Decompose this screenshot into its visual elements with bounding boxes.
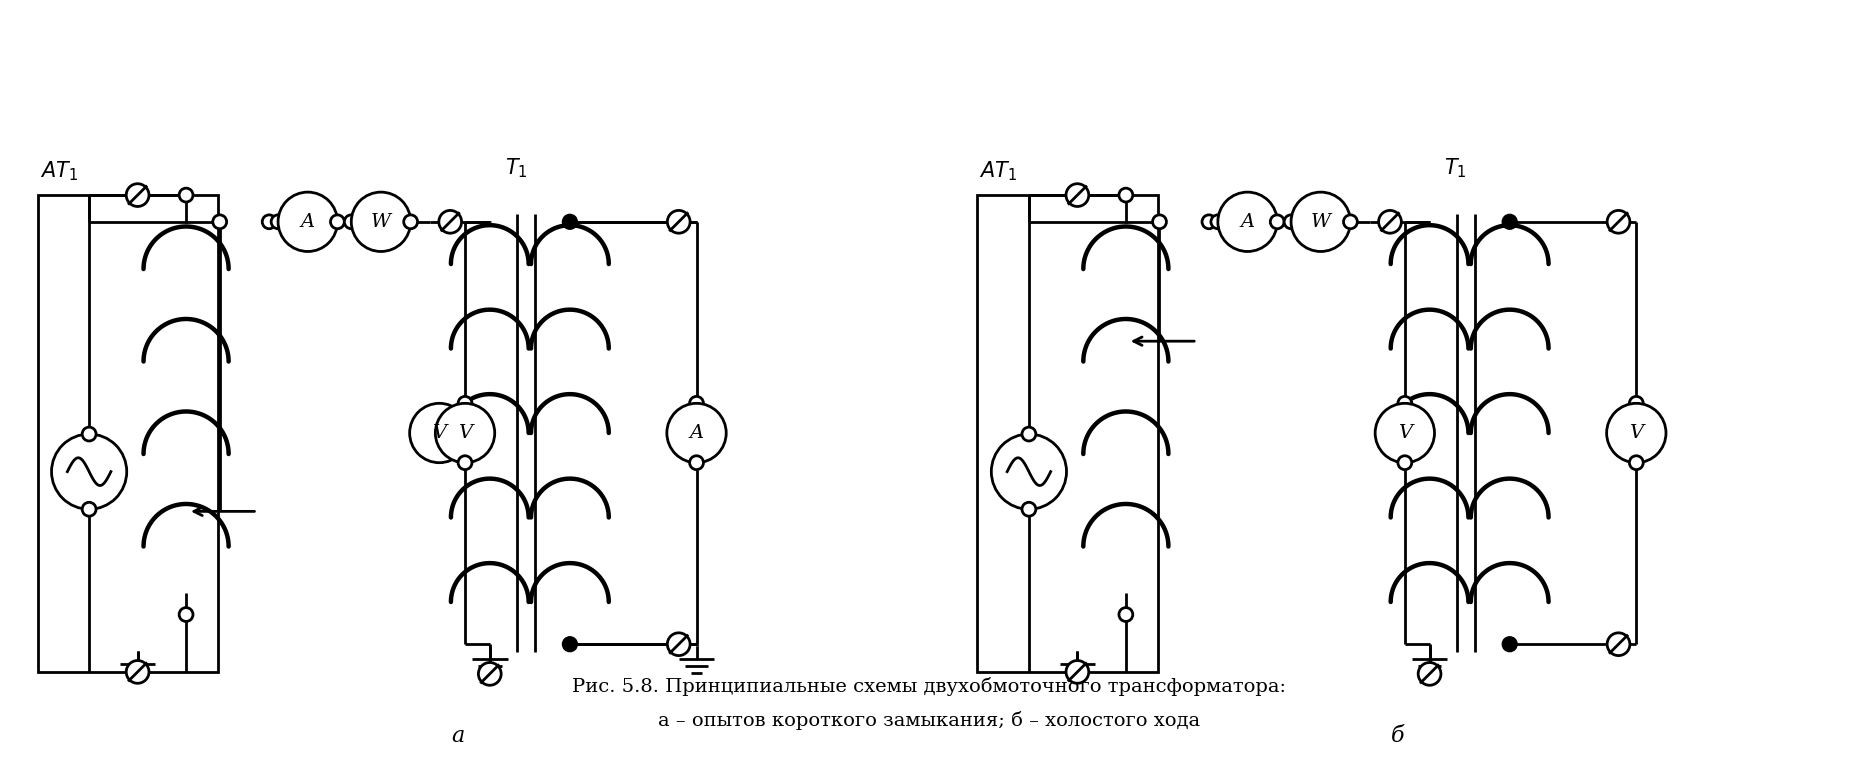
Text: $T_1$: $T_1$ [1443,157,1467,180]
Circle shape [1606,633,1629,656]
Circle shape [82,502,97,516]
Circle shape [1396,456,1411,470]
Circle shape [1396,396,1411,410]
Bar [37,195,217,672]
Circle shape [1343,215,1357,229]
Circle shape [667,633,689,656]
Circle shape [1151,215,1166,229]
Circle shape [1201,215,1214,229]
Circle shape [459,456,472,470]
Circle shape [1606,211,1629,233]
Circle shape [1216,192,1276,251]
Text: A: A [1240,213,1253,231]
Circle shape [403,215,418,229]
Circle shape [351,192,410,251]
Circle shape [1502,215,1517,229]
Text: W: W [371,213,390,231]
Circle shape [1066,184,1088,206]
Circle shape [126,660,149,684]
Circle shape [126,184,149,206]
Text: $AT_1$: $AT_1$ [39,160,78,183]
Circle shape [214,215,227,229]
Text: V: V [457,424,472,442]
Circle shape [992,434,1066,509]
Text: $AT_1$: $AT_1$ [979,160,1018,183]
Text: б: б [1391,725,1404,747]
Text: Рис. 5.8. Принципиальные схемы двухобмоточного трансформатора:: Рис. 5.8. Принципиальные схемы двухобмот… [572,677,1285,696]
Bar [977,195,1157,672]
Circle shape [331,215,344,229]
Text: а: а [451,725,464,747]
Circle shape [1118,608,1133,622]
Circle shape [1629,456,1642,470]
Text: A: A [689,424,704,442]
Circle shape [1378,211,1400,233]
Circle shape [438,211,461,233]
Circle shape [1606,403,1666,463]
Circle shape [689,396,704,410]
Text: $T_1$: $T_1$ [505,157,527,180]
Circle shape [1291,192,1350,251]
Circle shape [667,211,689,233]
Text: W: W [1309,213,1330,231]
Circle shape [1066,660,1088,684]
Circle shape [459,396,472,410]
Circle shape [344,215,358,229]
Circle shape [1374,403,1434,463]
Circle shape [52,434,126,509]
Circle shape [1417,663,1441,685]
Circle shape [1118,188,1133,202]
Circle shape [1629,396,1642,410]
Circle shape [1270,215,1283,229]
Circle shape [1021,502,1036,516]
Text: V: V [1629,424,1642,442]
Circle shape [409,403,468,463]
Circle shape [1502,637,1517,652]
Circle shape [1283,215,1298,229]
Circle shape [262,215,277,229]
Text: A: A [301,213,314,231]
Circle shape [1021,427,1036,441]
Circle shape [82,427,97,441]
Text: V: V [433,424,446,442]
Text: а – опытов короткого замыкания; б – холостого хода: а – опытов короткого замыкания; б – холо… [657,711,1200,731]
Circle shape [563,215,578,229]
Circle shape [1211,215,1224,229]
Circle shape [435,403,494,463]
Circle shape [667,403,726,463]
Circle shape [178,188,193,202]
Circle shape [689,456,704,470]
Circle shape [563,637,578,652]
Circle shape [477,663,501,685]
Circle shape [178,608,193,622]
Circle shape [271,215,284,229]
Circle shape [279,192,338,251]
Text: V: V [1396,424,1411,442]
